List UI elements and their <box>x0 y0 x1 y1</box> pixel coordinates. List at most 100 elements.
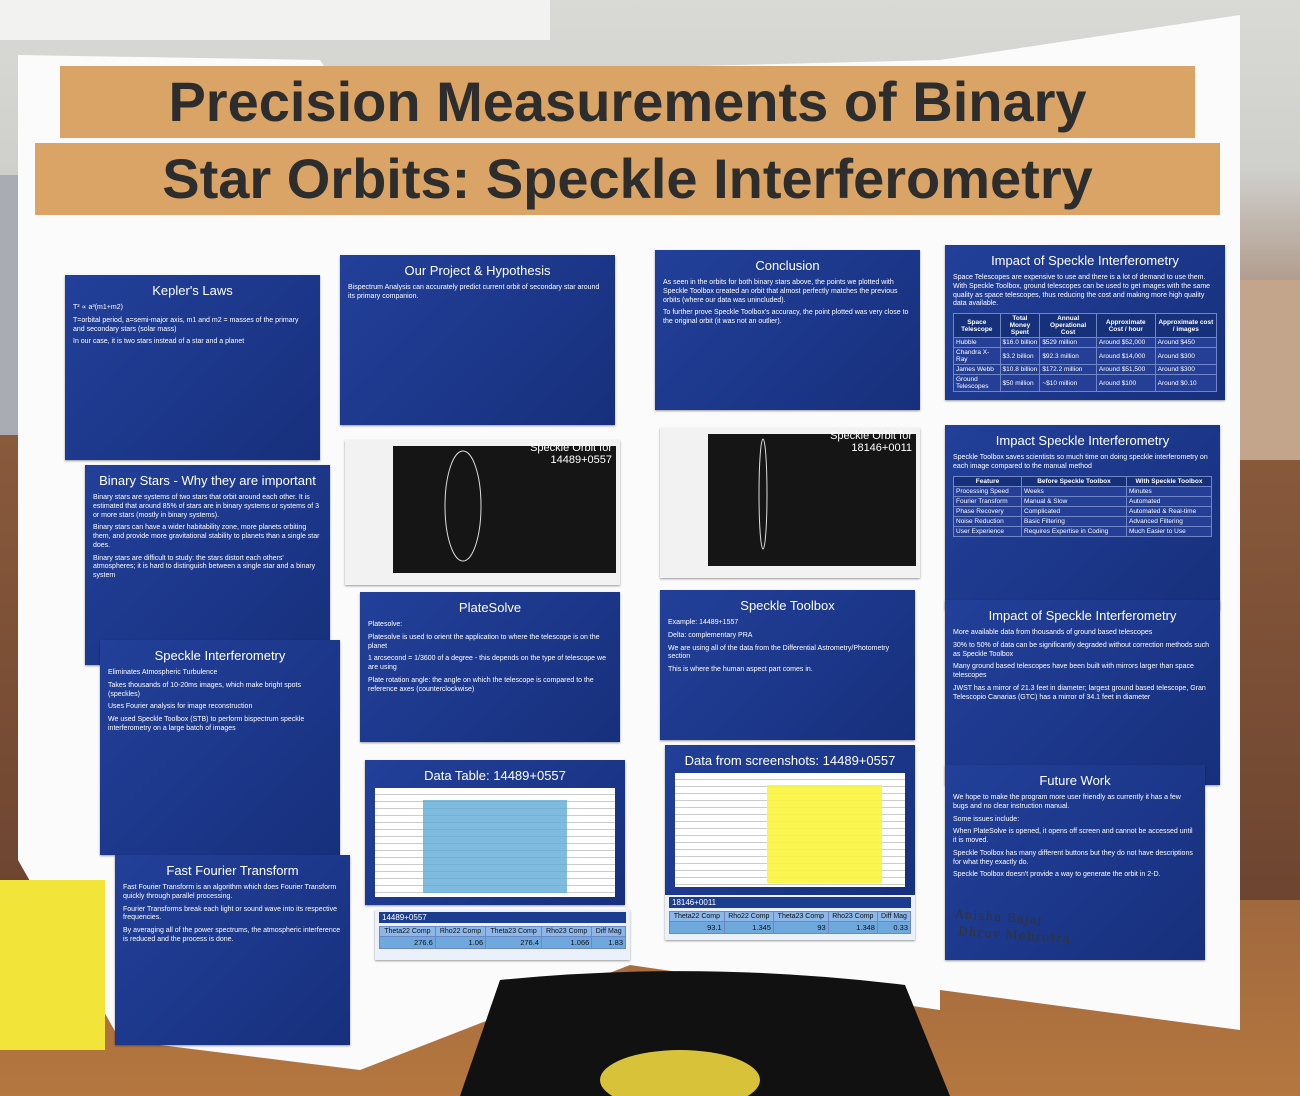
poster-panel: Conclusion As seen in the orbits for both… <box>655 250 920 410</box>
table-header: Before Speckle Toolbox <box>1021 475 1127 487</box>
panel-text: Binary stars are difficult to study: the… <box>93 554 316 580</box>
panel-text: Platesolve is used to orient the applica… <box>368 633 600 650</box>
table-cell: 1.06 <box>434 936 487 949</box>
table-cell: $529 million <box>1039 337 1097 348</box>
poster-panel: Data from screenshots: 14489+0557 <box>665 745 915 895</box>
table-cell: Chandra X-Ray <box>953 347 1001 365</box>
table-row: User Experience Requires Expertise in Cod… <box>953 525 1213 537</box>
table-cell: Processing Speed <box>953 485 1022 497</box>
panel-text: More available data from thousands of gr… <box>953 629 1153 636</box>
data-table: Theta22 Comp Rho22 Comp Theta23 Comp Rho23 … <box>379 926 626 949</box>
table-header: Diff Mag <box>591 926 626 937</box>
table-header: Total Money Spent <box>999 313 1041 338</box>
title-banner: Precision Measurements of Binary <box>60 66 1195 138</box>
table-cell: Around $300 <box>1154 347 1218 365</box>
panel-text: As seen in the orbits for both binary st… <box>663 279 898 304</box>
table-header: Feature <box>953 475 1022 487</box>
panel-text: Fast Fourier Transform is an algorithm w… <box>123 884 337 900</box>
table-cell: User Experience <box>953 525 1022 537</box>
panel-text: We hope to make the program more user fr… <box>953 794 1181 810</box>
panel-text: Speckle Toolbox saves scientists so much… <box>953 454 1208 470</box>
data-table: Theta22 Comp Rho22 Comp Theta23 Comp Rho23 … <box>669 911 912 934</box>
panel-title: Binary Stars - Why they are important <box>99 473 316 488</box>
panel-text: Takes thousands of 10-20ms images, which… <box>108 681 301 698</box>
table-header-row: Feature Before Speckle Toolbox With Speckl… <box>953 475 1213 487</box>
highlight <box>767 785 882 883</box>
highlight <box>423 800 567 893</box>
table-cell: 276.4 <box>485 936 542 949</box>
table-header: Approximate Cost / hour <box>1095 313 1156 338</box>
panel-text: 30% to 50% of data can be significantly … <box>953 641 1210 658</box>
orbit-plot <box>393 446 616 573</box>
table-cell: $10.8 billion <box>999 364 1041 375</box>
panel-title: Speckle Toolbox <box>740 598 835 613</box>
panel-title: Conclusion <box>755 258 820 273</box>
table-cell: James Webb <box>953 364 1001 375</box>
panel-title: Data Table: 14489+0557 <box>424 768 566 783</box>
table-header: Rho22 Comp <box>723 911 774 922</box>
panel-text: Binary stars can have a wider habitabili… <box>93 524 320 549</box>
panel-title: Fast Fourier Transform <box>166 863 299 878</box>
table-cell: $3.2 billion <box>999 347 1041 365</box>
table-cell: Advanced Filtering <box>1125 515 1213 527</box>
panel-text: Fourier Transforms break each light or s… <box>123 905 337 922</box>
table-cell: Phase Recovery <box>953 505 1022 517</box>
poster-panel: Speckle Toolbox Example: 14489+1557 Delta:… <box>660 590 915 740</box>
spreadsheet <box>375 788 615 897</box>
table-cell: 1.83 <box>591 936 626 949</box>
panel-title: Future Work <box>1039 773 1111 788</box>
table-cell: ~$10 million <box>1039 374 1097 392</box>
table-header: Rho23 Comp <box>827 911 878 922</box>
panel-title: Our Project & Hypothesis <box>404 263 551 278</box>
table-row: James Webb $10.8 billion $172.2 million Aro… <box>953 364 1218 375</box>
panel-text: Example: 14489+1557 <box>668 619 739 626</box>
table-cell: Around $450 <box>1154 337 1218 348</box>
table-cell: Manual & Slow <box>1021 495 1127 507</box>
table-cell: Hubble <box>953 337 1001 348</box>
table-cell: 1.348 <box>827 921 878 934</box>
table-header: Theta22 Comp <box>379 926 436 937</box>
poster-panel: PlateSolve Platesolve: Platesolve is used … <box>360 592 620 742</box>
table-row: Ground Telescopes $50 million ~$10 million… <box>953 374 1218 392</box>
table-cell: $50 million <box>999 374 1041 392</box>
table-cell: Weeks <box>1021 485 1127 497</box>
table-row: 276.6 1.06 276.4 1.066 1.83 <box>379 936 626 949</box>
table-cell: 1.066 <box>540 936 593 949</box>
panel-text: Many ground based telescopes have been b… <box>953 663 1194 679</box>
table-header: With Speckle Toolbox <box>1125 475 1213 487</box>
table-header: Rho23 Comp <box>540 926 593 937</box>
panel-text: Delta: complementary PRA <box>668 631 753 639</box>
table-cell: 93.1 <box>669 921 725 934</box>
panel-title: Impact of Speckle Interferometry <box>991 253 1179 268</box>
panel-title: PlateSolve <box>458 600 522 615</box>
panel-text: Space Telescopes are expensive to use an… <box>953 274 1211 308</box>
table-row: Fourier Transform Manual & Slow Automated <box>953 495 1213 507</box>
panel-text: By averaging all of the power spectrums,… <box>123 927 341 943</box>
table-cell: Automated & Real-time <box>1125 505 1213 517</box>
panel-text: Uses Fourier analysis for image reconstr… <box>108 703 253 711</box>
table-header: Diff Mag <box>876 911 912 922</box>
panel-text: We are using all of the data from the Di… <box>668 644 890 661</box>
table-header: Rho22 Comp <box>434 926 487 937</box>
table-cell: 93 <box>772 921 829 934</box>
poster-panel: Our Project & Hypothesis Bispectrum Analy… <box>340 255 615 425</box>
table-cell: Around $300 <box>1154 364 1218 375</box>
data-table: Feature Before Speckle Toolbox With Speckl… <box>953 475 1213 537</box>
panel-text: When PlateSolve is opened, it opens off … <box>953 828 1193 844</box>
table-header: Annual Operational Cost <box>1039 313 1097 338</box>
poster-panel: Future Work We hope to make the program m… <box>945 765 1205 960</box>
data-table: Space Telescope Total Money Spent Annual O… <box>953 313 1218 392</box>
table-header: Theta23 Comp <box>772 911 829 922</box>
panel-title: Speckle Orbit for 18146+0011 <box>830 430 912 454</box>
panel-text: Plate rotation angle: the angle on which… <box>368 676 594 693</box>
panel-text: Speckle Toolbox has many different butto… <box>953 849 1193 866</box>
table-cell: Around $52,000 <box>1095 337 1156 348</box>
table-header-row: Theta22 Comp Rho22 Comp Theta23 Comp Rho23 … <box>669 911 912 922</box>
table-header-row: Theta22 Comp Rho22 Comp Theta23 Comp Rho23 … <box>379 926 626 937</box>
panel-title: 18146+0011 <box>669 897 911 908</box>
table-cell: Much Easier to Use <box>1125 525 1213 537</box>
table-cell: Around $14,000 <box>1095 347 1156 365</box>
table-row: Processing Speed Weeks Minutes <box>953 485 1213 497</box>
table-cell: $16.0 billion <box>999 337 1041 348</box>
table-header-row: Space Telescope Total Money Spent Annual O… <box>953 313 1218 338</box>
